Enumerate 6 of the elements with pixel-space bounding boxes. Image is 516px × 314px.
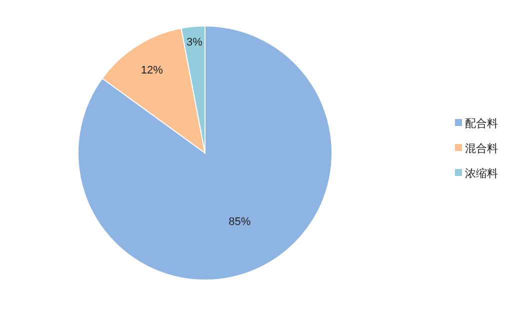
- legend-label: 配合料: [465, 117, 498, 130]
- data-label: 12%: [140, 64, 164, 76]
- data-label: 3%: [186, 36, 203, 49]
- legend-label: 浓缩料: [465, 167, 498, 180]
- legend-label: 混合料: [465, 142, 498, 155]
- data-label: 85%: [228, 216, 251, 228]
